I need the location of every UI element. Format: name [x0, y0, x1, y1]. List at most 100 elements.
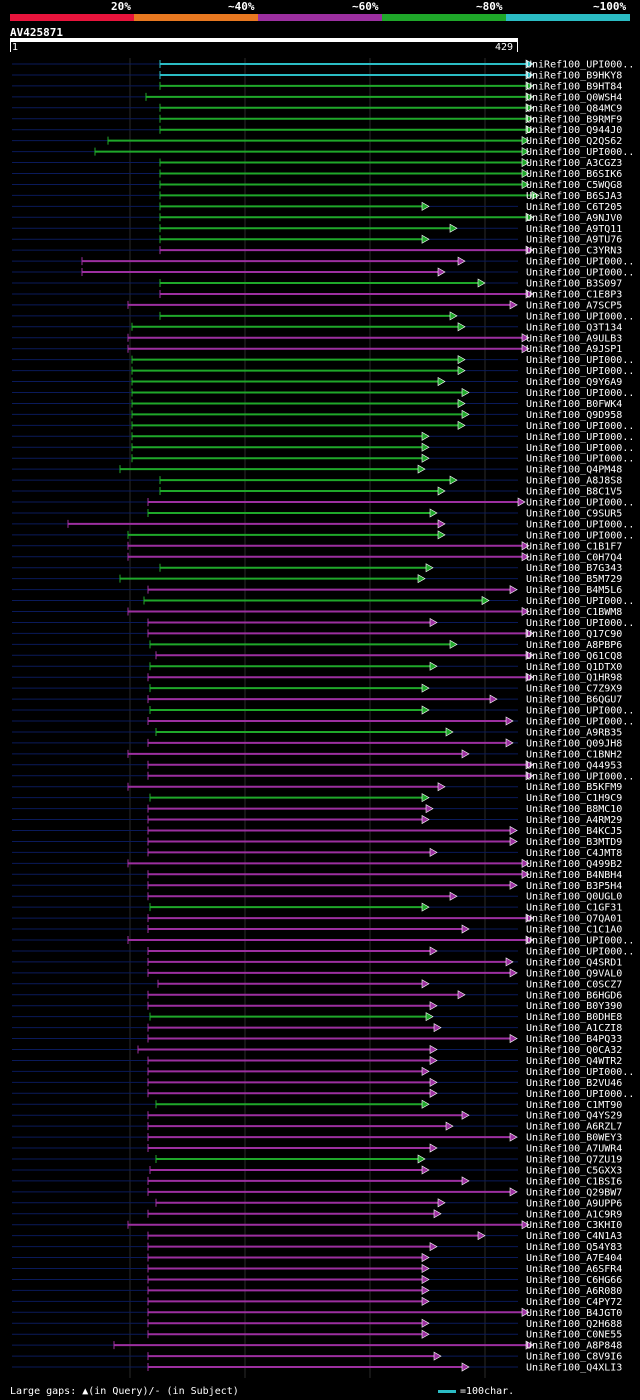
hit-label[interactable]: UniRef100_C3YRN3 — [526, 246, 622, 257]
hit-label[interactable]: UniRef100_UPI000.. — [526, 268, 634, 279]
hit-label[interactable]: UniRef100_A9JSP1 — [526, 344, 622, 355]
hit-label[interactable]: UniRef100_Q4XLI3 — [526, 1363, 622, 1374]
hit-label[interactable]: UniRef100_Q3T134 — [526, 322, 622, 333]
hit-label[interactable]: UniRef100_B5M729 — [526, 574, 622, 585]
hit-label[interactable]: UniRef100_B6SJA3 — [526, 191, 622, 202]
hit-label[interactable]: UniRef100_UPI000.. — [526, 706, 634, 717]
hit-label[interactable]: UniRef100_B9RMF9 — [526, 114, 622, 125]
hit-label[interactable]: UniRef100_A9ULB3 — [526, 333, 622, 344]
hit-label[interactable]: UniRef100_C1BWM8 — [526, 607, 622, 618]
hit-label[interactable]: UniRef100_C1MT90 — [526, 1100, 622, 1111]
hit-label[interactable]: UniRef100_B4JGT0 — [526, 1308, 622, 1319]
hit-label[interactable]: UniRef100_B4NBH4 — [526, 870, 622, 881]
hit-label[interactable]: UniRef100_Q944J0 — [526, 125, 622, 136]
hit-label[interactable]: UniRef100_B9HT84 — [526, 81, 622, 92]
hit-label[interactable]: UniRef100_UPI000.. — [526, 443, 634, 454]
hit-label[interactable]: UniRef100_C0H7Q4 — [526, 552, 622, 563]
hit-label[interactable]: UniRef100_C1BSI6 — [526, 1176, 622, 1187]
hit-label[interactable]: UniRef100_A7SCP5 — [526, 300, 622, 311]
hit-label[interactable]: UniRef100_C0NE55 — [526, 1330, 622, 1341]
hit-label[interactable]: UniRef100_Q0WSH4 — [526, 92, 622, 103]
hit-label[interactable]: UniRef100_UPI000.. — [526, 355, 634, 366]
hit-label[interactable]: UniRef100_C4PY72 — [526, 1297, 622, 1308]
hit-label[interactable]: UniRef100_UPI000.. — [526, 366, 634, 377]
hit-label[interactable]: UniRef100_UPI000.. — [526, 388, 634, 399]
hit-label[interactable]: UniRef100_B0Y390 — [526, 1001, 622, 1012]
hit-label[interactable]: UniRef100_UPI000.. — [526, 498, 634, 509]
hit-label[interactable]: UniRef100_UPI000.. — [526, 530, 634, 541]
hit-label[interactable]: UniRef100_B6HGD6 — [526, 990, 622, 1001]
hit-label[interactable]: UniRef100_C1H9C9 — [526, 793, 622, 804]
hit-label[interactable]: UniRef100_A6R080 — [526, 1286, 622, 1297]
hit-label[interactable]: UniRef100_B0WEY3 — [526, 1133, 622, 1144]
hit-label[interactable]: UniRef100_Q44953 — [526, 760, 622, 771]
hit-label[interactable]: UniRef100_C4JMT8 — [526, 848, 622, 859]
hit-label[interactable]: UniRef100_A9TQ11 — [526, 224, 622, 235]
hit-label[interactable]: UniRef100_Q17C90 — [526, 629, 622, 640]
hit-label[interactable]: UniRef100_A9TU76 — [526, 235, 622, 246]
hit-label[interactable]: UniRef100_UPI000.. — [526, 1089, 634, 1100]
hit-label[interactable]: UniRef100_UPI000.. — [526, 421, 634, 432]
hit-label[interactable]: UniRef100_C1GF31 — [526, 903, 622, 914]
hit-label[interactable]: UniRef100_B3MTD9 — [526, 837, 622, 848]
hit-label[interactable]: UniRef100_Q54Y83 — [526, 1242, 622, 1253]
hit-label[interactable]: UniRef100_UPI000.. — [526, 1067, 634, 1078]
hit-label[interactable]: UniRef100_Q9D958 — [526, 410, 622, 421]
hit-label[interactable]: UniRef100_C6T205 — [526, 202, 622, 213]
hit-label[interactable]: UniRef100_A8J8S8 — [526, 476, 622, 487]
hit-label[interactable]: UniRef100_B4M5L6 — [526, 585, 622, 596]
hit-label[interactable]: UniRef100_Q29BW7 — [526, 1187, 622, 1198]
hit-label[interactable]: UniRef100_Q4SRD1 — [526, 957, 622, 968]
hit-label[interactable]: UniRef100_UPI000.. — [526, 618, 634, 629]
hit-label[interactable]: UniRef100_B0FWK4 — [526, 399, 622, 410]
hit-label[interactable]: UniRef100_B9HKY8 — [526, 70, 622, 81]
hit-label[interactable]: UniRef100_C5GXX3 — [526, 1165, 622, 1176]
hit-label[interactable]: UniRef100_Q1HR98 — [526, 673, 622, 684]
hit-label[interactable]: UniRef100_A9RB35 — [526, 727, 622, 738]
hit-label[interactable]: UniRef100_A8P848 — [526, 1341, 622, 1352]
hit-label[interactable]: UniRef100_B8MC10 — [526, 804, 622, 815]
hit-label[interactable]: UniRef100_A9NJV0 — [526, 213, 622, 224]
hit-label[interactable]: UniRef100_C9SUR5 — [526, 508, 622, 519]
hit-label[interactable]: UniRef100_B4KCJ5 — [526, 826, 622, 837]
hit-label[interactable]: UniRef100_A1CZI8 — [526, 1023, 622, 1034]
hit-label[interactable]: UniRef100_B3P5H4 — [526, 881, 622, 892]
hit-label[interactable]: UniRef100_A1C9R9 — [526, 1209, 622, 1220]
hit-label[interactable]: UniRef100_UPI000.. — [526, 519, 634, 530]
hit-label[interactable]: UniRef100_C5WQG8 — [526, 180, 622, 191]
hit-label[interactable]: UniRef100_C1BNH2 — [526, 749, 622, 760]
hit-label[interactable]: UniRef100_UPI000.. — [526, 454, 634, 465]
hit-label[interactable]: UniRef100_Q7QA01 — [526, 914, 622, 925]
hit-label[interactable]: UniRef100_B6SIK6 — [526, 169, 622, 180]
hit-label[interactable]: UniRef100_A9UPP6 — [526, 1198, 622, 1209]
hit-label[interactable]: UniRef100_Q09JH8 — [526, 738, 622, 749]
hit-label[interactable]: UniRef100_UPI000.. — [526, 771, 634, 782]
hit-label[interactable]: UniRef100_C1B1F7 — [526, 541, 622, 552]
hit-label[interactable]: UniRef100_Q9VAL0 — [526, 968, 622, 979]
hit-label[interactable]: UniRef100_C6HG66 — [526, 1275, 622, 1286]
hit-label[interactable]: UniRef100_UPI000.. — [526, 596, 634, 607]
hit-label[interactable]: UniRef100_UPI000.. — [526, 257, 634, 268]
hit-label[interactable]: UniRef100_UPI000.. — [526, 311, 634, 322]
hit-label[interactable]: UniRef100_Q2QS62 — [526, 136, 622, 147]
hit-label[interactable]: UniRef100_Q9Y6A9 — [526, 377, 622, 388]
hit-label[interactable]: UniRef100_B8C1V5 — [526, 487, 622, 498]
hit-label[interactable]: UniRef100_C7Z9X9 — [526, 684, 622, 695]
hit-label[interactable]: UniRef100_B6QGU7 — [526, 695, 622, 706]
hit-label[interactable]: UniRef100_Q2H688 — [526, 1319, 622, 1330]
hit-label[interactable]: UniRef100_B2VU46 — [526, 1078, 622, 1089]
hit-label[interactable]: UniRef100_C1C1A0 — [526, 925, 622, 936]
hit-label[interactable]: UniRef100_Q7ZU19 — [526, 1155, 622, 1166]
hit-label[interactable]: UniRef100_UPI000.. — [526, 946, 634, 957]
hit-label[interactable]: UniRef100_C3KHI0 — [526, 1220, 622, 1231]
hit-label[interactable]: UniRef100_A6SFR4 — [526, 1264, 622, 1275]
hit-label[interactable]: UniRef100_B0DHE8 — [526, 1012, 622, 1023]
hit-label[interactable]: UniRef100_Q1DTX0 — [526, 662, 622, 673]
hit-label[interactable]: UniRef100_A4RM29 — [526, 815, 622, 826]
hit-label[interactable]: UniRef100_A6RZL7 — [526, 1122, 622, 1133]
hit-label[interactable]: UniRef100_B4PQ33 — [526, 1034, 622, 1045]
hit-label[interactable]: UniRef100_C1E8P3 — [526, 289, 622, 300]
hit-label[interactable]: UniRef100_Q4WTR2 — [526, 1056, 622, 1067]
hit-label[interactable]: UniRef100_C0SCZ7 — [526, 979, 622, 990]
hit-label[interactable]: UniRef100_A7E404 — [526, 1253, 622, 1264]
